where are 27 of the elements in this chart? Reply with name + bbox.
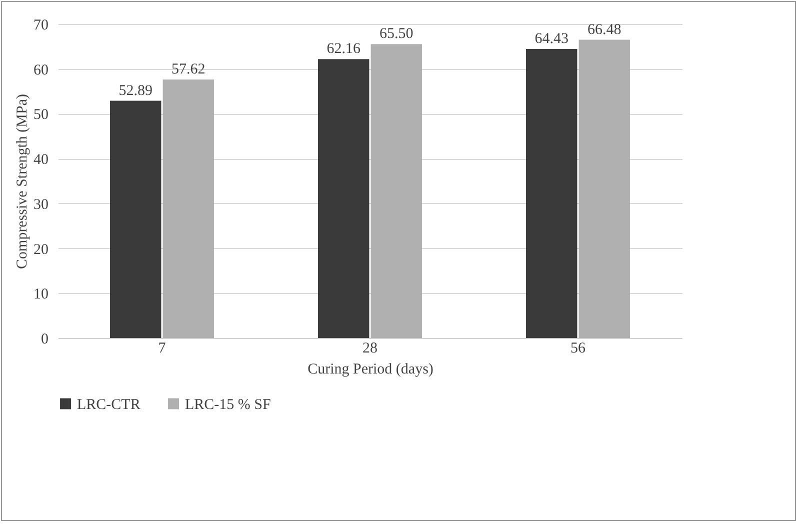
legend-label: LRC-CTR: [77, 396, 140, 413]
data-label: 52.89: [118, 82, 152, 99]
y-tick-label: 40: [34, 152, 48, 168]
y-axis-title: Compressive Strength (MPa): [14, 94, 30, 269]
bar: [110, 100, 162, 338]
x-axis-title: Curing Period (days): [308, 362, 434, 378]
y-tick-label: 20: [34, 242, 48, 258]
x-tick-label: 28: [362, 340, 378, 356]
x-tick-label: 56: [570, 340, 586, 356]
y-tick-label: 10: [34, 286, 48, 303]
y-tick-label: 70: [34, 18, 48, 34]
y-tick-label: 60: [34, 62, 48, 78]
data-label: 66.48: [588, 22, 622, 38]
y-tick-label: 50: [34, 107, 48, 124]
bar: [526, 48, 578, 338]
data-label: 62.16: [326, 41, 361, 58]
y-tick-label: 0: [41, 332, 48, 348]
data-label: 65.50: [380, 26, 414, 42]
data-label: 57.62: [172, 62, 206, 78]
y-tick-label: 30: [34, 196, 48, 213]
data-label: 64.43: [534, 30, 568, 47]
legend-label: LRC-15 % SF: [185, 396, 271, 413]
bar: [318, 59, 370, 338]
bar: [162, 80, 214, 338]
x-tick-label: 7: [158, 340, 166, 356]
bar: [578, 40, 630, 338]
bar: [370, 44, 422, 338]
